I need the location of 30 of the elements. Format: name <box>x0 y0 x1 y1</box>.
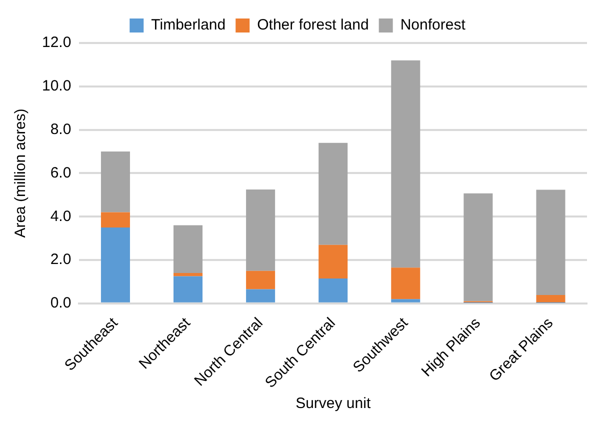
legend-label: Timberland <box>151 16 226 34</box>
bar <box>391 299 420 302</box>
bar <box>246 189 276 271</box>
bar <box>246 270 276 290</box>
bar <box>318 278 348 302</box>
bar <box>174 273 203 276</box>
y-tick-label: 10.0 <box>42 78 72 95</box>
bar <box>246 289 276 302</box>
bar <box>100 227 130 302</box>
bar <box>174 225 203 274</box>
y-tick-label: 12.0 <box>42 34 72 52</box>
bar <box>318 244 348 278</box>
y-tick-label: 4.0 <box>50 208 72 225</box>
bar <box>391 60 420 268</box>
bar <box>536 294 566 303</box>
y-tick-label: 8.0 <box>50 120 72 138</box>
bar <box>391 268 420 300</box>
bar <box>464 193 493 302</box>
y-tick-label: 0.0 <box>50 294 72 312</box>
bar <box>536 190 566 295</box>
legend-label: Nonforest <box>400 16 466 34</box>
legend-label: Other forest land <box>257 16 369 34</box>
bar <box>100 152 130 212</box>
bar <box>318 142 348 245</box>
y-axis-title: Area (million acres) <box>12 108 30 238</box>
x-axis-title: Survey unit <box>296 395 372 412</box>
bar <box>100 212 130 228</box>
y-tick-label: 2.0 <box>50 251 72 268</box>
y-tick-label: 6.0 <box>50 164 72 182</box>
bar <box>174 276 203 302</box>
